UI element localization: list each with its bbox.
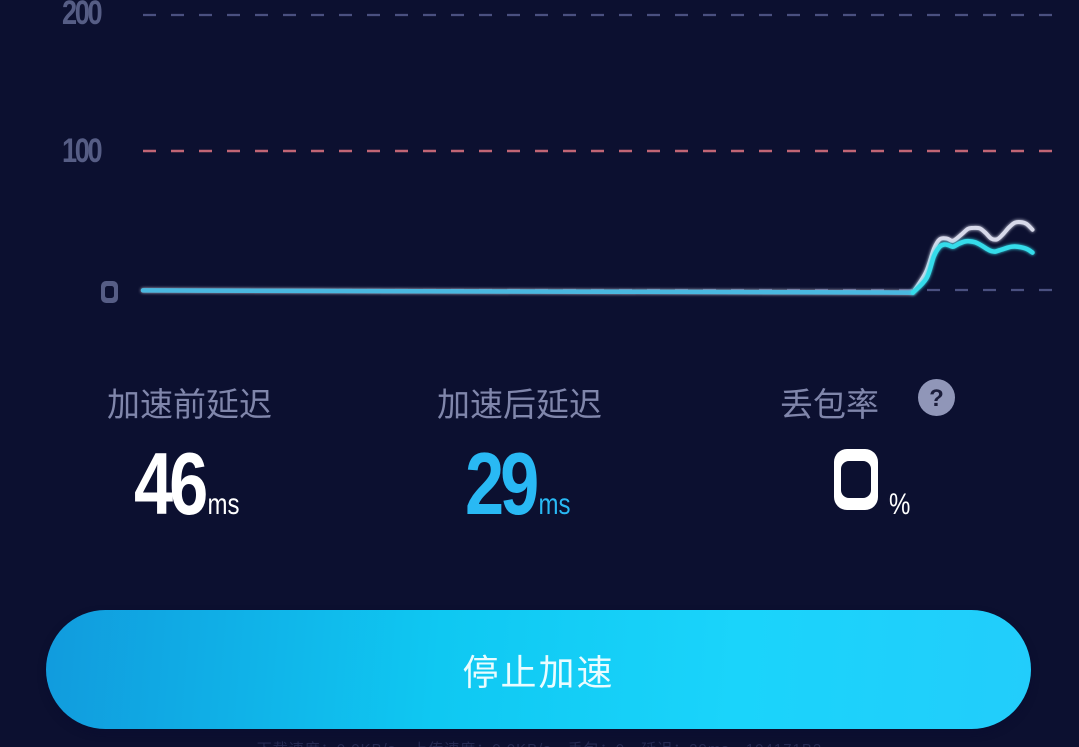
svg-text:?: ?	[929, 385, 944, 412]
